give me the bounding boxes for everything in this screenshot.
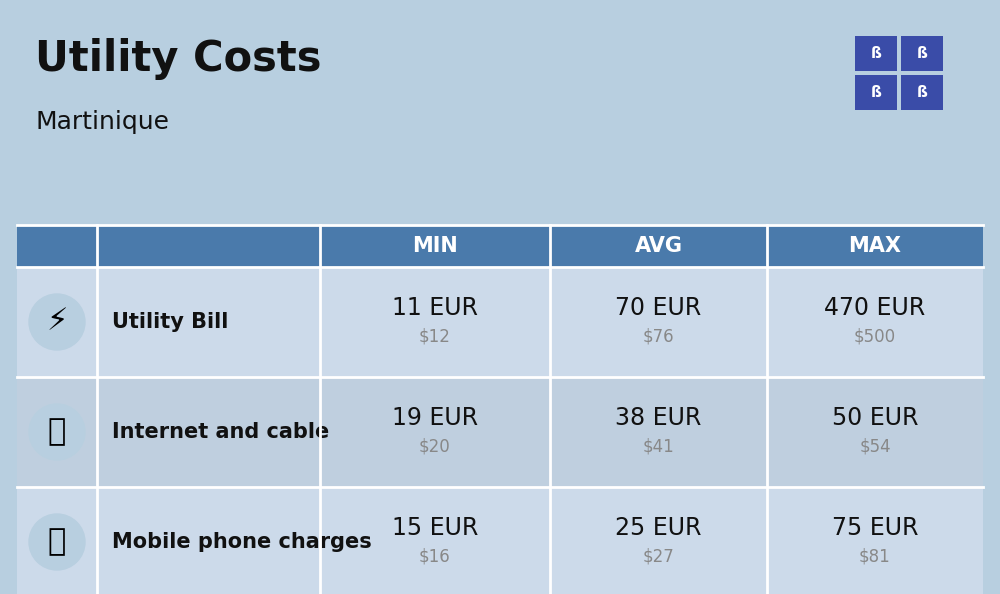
Bar [855, 36, 897, 71]
Text: 📱: 📱 [48, 527, 66, 557]
Text: Utility Bill: Utility Bill [112, 312, 228, 332]
Text: 19 EUR: 19 EUR [392, 406, 478, 430]
Circle shape [29, 404, 85, 460]
Text: ⚡: ⚡ [46, 308, 68, 336]
Text: ß: ß [871, 46, 881, 61]
Text: ß: ß [917, 85, 927, 100]
Bar [17, 225, 983, 267]
Text: 15 EUR: 15 EUR [392, 516, 478, 540]
Text: Utility Costs: Utility Costs [35, 38, 322, 80]
Text: MAX: MAX [848, 236, 902, 256]
Text: $54: $54 [859, 437, 891, 455]
Text: Internet and cable: Internet and cable [112, 422, 329, 442]
Bar [901, 36, 943, 71]
Text: 📡: 📡 [48, 418, 66, 447]
Bar [17, 377, 983, 487]
Text: 25 EUR: 25 EUR [615, 516, 702, 540]
Text: 50 EUR: 50 EUR [832, 406, 918, 430]
Text: $41: $41 [643, 437, 674, 455]
Text: $16: $16 [419, 547, 451, 565]
Text: $27: $27 [643, 547, 674, 565]
Text: $12: $12 [419, 327, 451, 345]
Text: 70 EUR: 70 EUR [615, 296, 702, 320]
Text: ß: ß [871, 85, 881, 100]
Text: 38 EUR: 38 EUR [615, 406, 702, 430]
Circle shape [29, 294, 85, 350]
Bar [901, 75, 943, 110]
Bar [17, 267, 983, 377]
Text: 11 EUR: 11 EUR [392, 296, 478, 320]
Circle shape [29, 514, 85, 570]
Bar [855, 75, 897, 110]
Text: $20: $20 [419, 437, 451, 455]
Text: Mobile phone charges: Mobile phone charges [112, 532, 372, 552]
Text: $500: $500 [854, 327, 896, 345]
Text: 75 EUR: 75 EUR [832, 516, 918, 540]
Text: ß: ß [917, 46, 927, 61]
Text: MIN: MIN [412, 236, 458, 256]
Text: 470 EUR: 470 EUR [824, 296, 926, 320]
Text: $81: $81 [859, 547, 891, 565]
Text: Martinique: Martinique [35, 110, 169, 134]
Bar [17, 487, 983, 594]
Text: AVG: AVG [635, 236, 682, 256]
Text: $76: $76 [643, 327, 674, 345]
